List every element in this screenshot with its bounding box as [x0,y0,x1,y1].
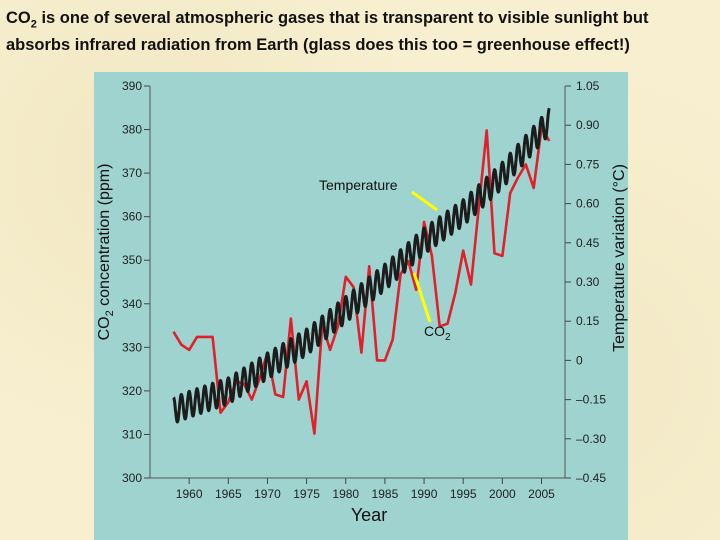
co2-annotation-label: CO2 [424,323,451,343]
right-tick-label: –0.30 [576,432,606,446]
left-tick-label: 370 [122,166,142,180]
temperature-annotation-pointer [411,190,438,212]
co2-annotation-pointer [412,272,432,323]
right-tick-label: 0.45 [576,236,600,250]
x-tick-label: 1960 [176,487,203,501]
left-tick-label: 360 [122,210,142,224]
y-axis-right-label: Temperature variation (°C) [611,164,628,352]
left-axis-ticks: 300 310 320 330 340 350 360 370 380 390 [122,79,150,485]
x-tick-label: 1990 [411,487,438,501]
slide-title: CO2 is one of several atmospheric gases … [6,8,718,56]
left-tick-label: 340 [122,297,142,311]
left-tick-label: 380 [122,123,142,137]
right-tick-label: 0.30 [576,275,600,289]
right-tick-label: 0.90 [576,118,600,132]
co2-series-line [172,107,551,424]
x-tick-label: 1970 [254,487,281,501]
annotation-layer: Temperature CO2 [319,177,451,343]
right-tick-label: 1.05 [576,79,600,93]
x-tick-label: 2005 [528,487,555,501]
left-tick-label: 320 [122,384,142,398]
x-tick-label: 1975 [293,487,320,501]
x-axis-label: Year [351,505,387,525]
left-tick-label: 310 [122,427,142,441]
x-axis-ticks: 1960 1965 1970 1975 1980 1985 1990 1995 2000 2005 [176,478,555,501]
right-tick-label: 0.15 [576,314,600,328]
right-tick-label: 0 [576,353,583,367]
x-tick-label: 1980 [332,487,359,501]
right-tick-label: 0.75 [576,157,600,171]
right-tick-label: –0.45 [576,471,606,485]
temperature-annotation-label: Temperature [319,177,398,193]
left-tick-label: 390 [122,79,142,93]
title-line1-rest: is one of several atmospheric gases that… [36,9,649,27]
left-tick-label: 300 [122,471,142,485]
right-tick-label: –0.15 [576,393,606,407]
x-tick-label: 1985 [372,487,399,501]
title-co2-sub: 2 [30,18,37,31]
right-axis-ticks: –0.45 –0.30 –0.15 0 0.15 0.30 0.45 0.60 0.75 0.90… [565,79,606,485]
series-layer [172,107,551,435]
left-tick-label: 330 [122,340,142,354]
x-tick-label: 1965 [215,487,242,501]
x-tick-label: 2000 [489,487,516,501]
right-tick-label: 0.60 [576,197,600,211]
y-axis-left-label: CO2 concentration (ppm) [96,164,116,341]
title-co2-prefix: CO [6,9,31,27]
left-tick-label: 350 [122,253,142,267]
x-tick-label: 1995 [450,487,477,501]
title-line2: absorbs infrared radiation from Earth (g… [6,36,630,55]
chart-panel-background [94,72,628,540]
